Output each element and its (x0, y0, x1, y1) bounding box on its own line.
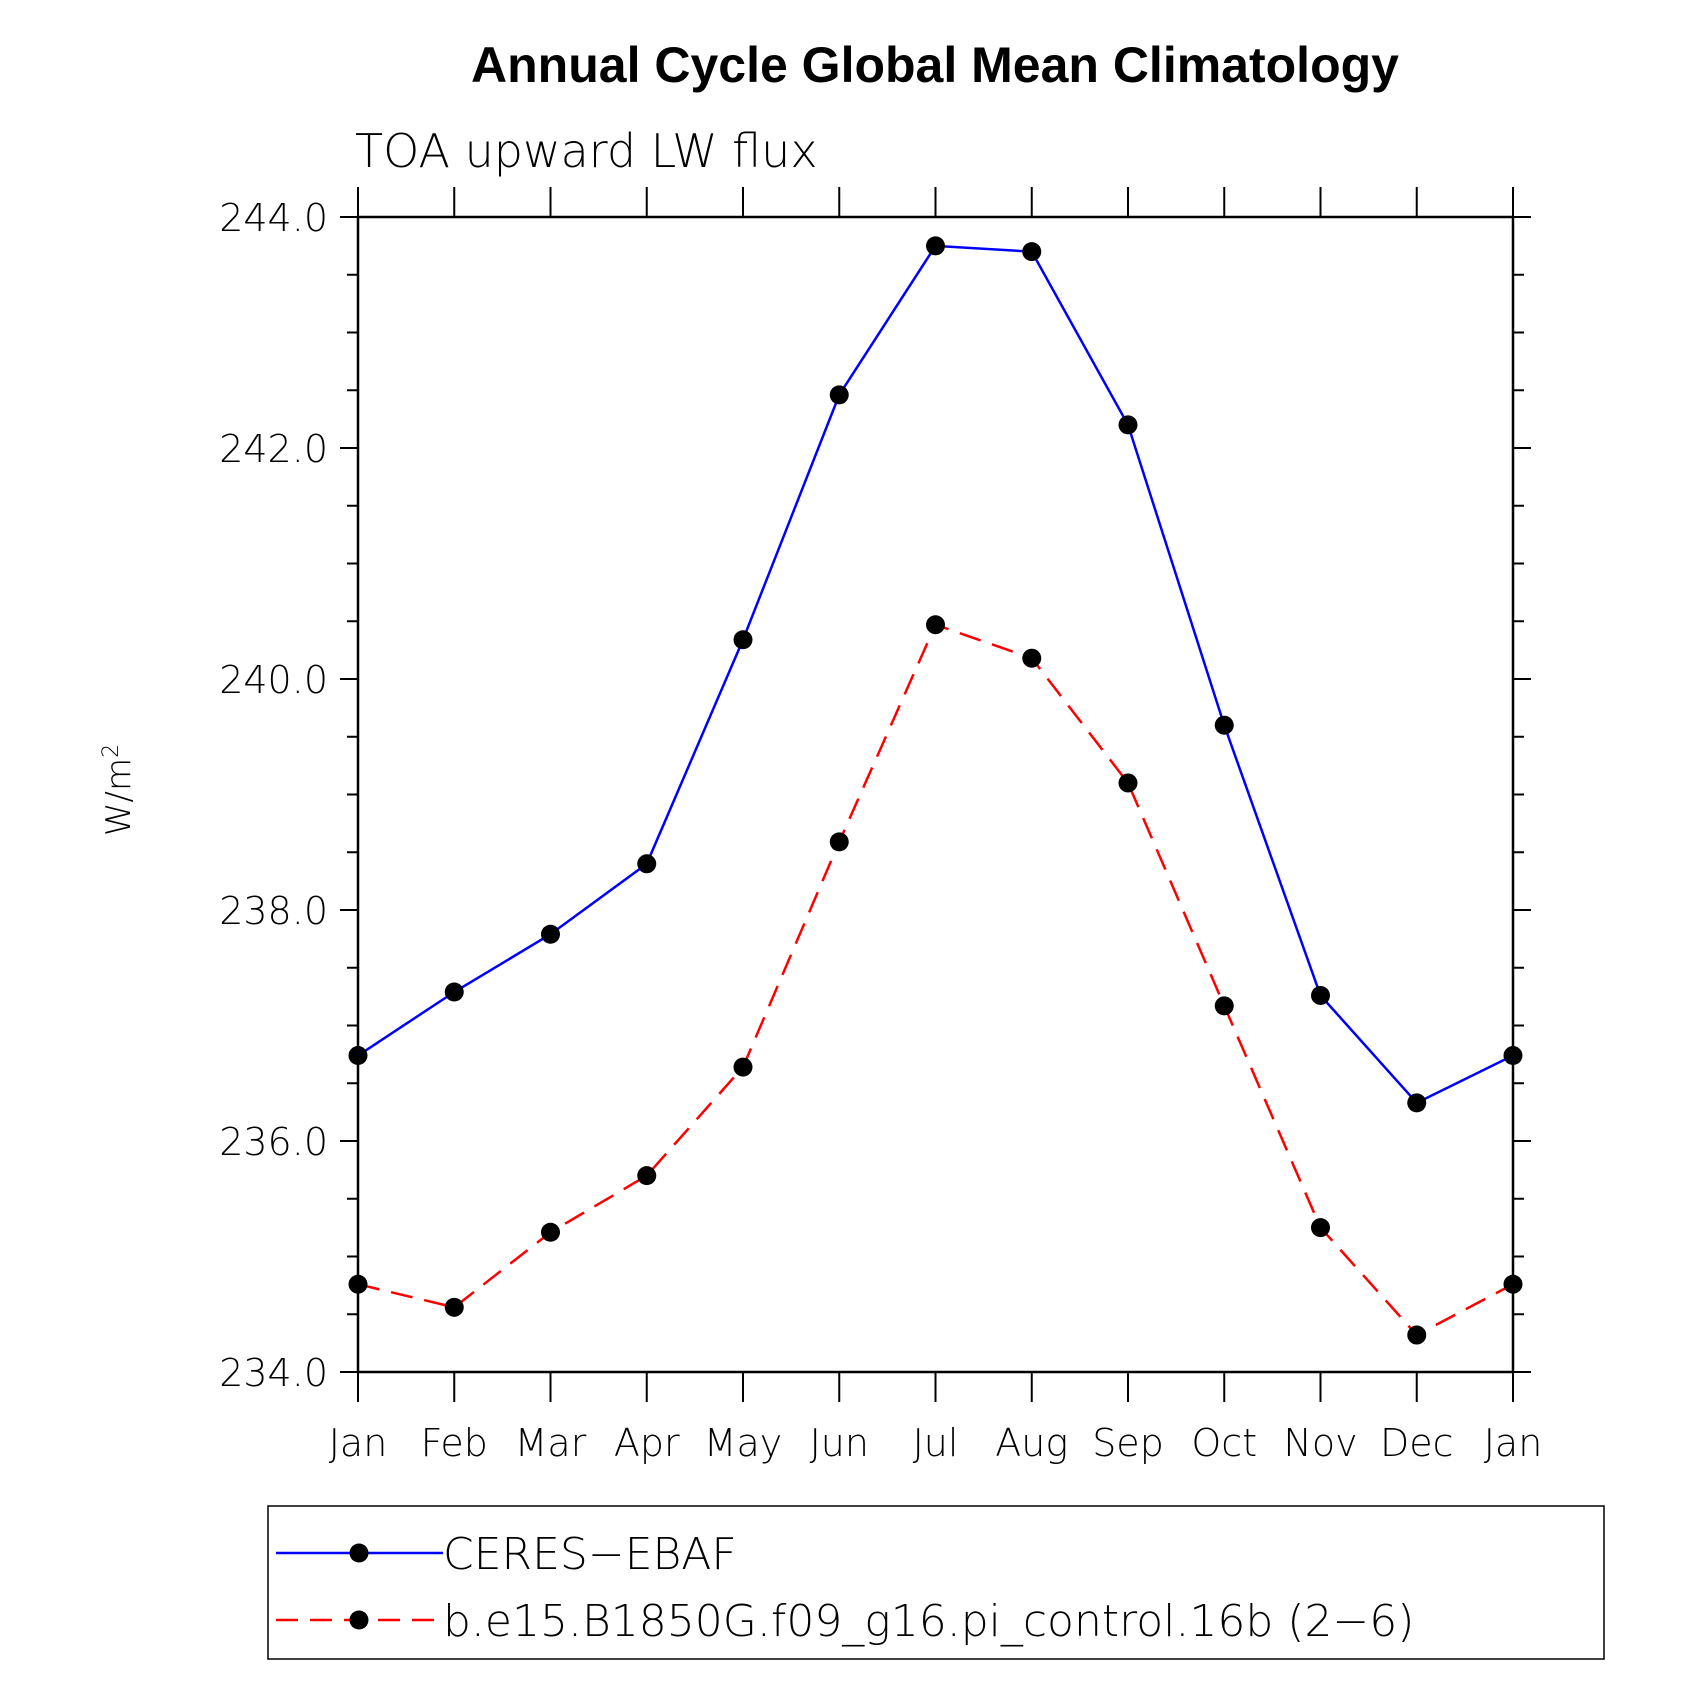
data-point (637, 1166, 657, 1186)
y-tick-label: 236.0 (219, 1120, 328, 1164)
x-tick-labels: Jan Feb Mar Apr May Jun Jul Aug Sep Oct Nov Dec Jan (329, 1421, 1543, 1465)
series-markers (348, 236, 1523, 1345)
legend-marker (349, 1610, 369, 1630)
legend: CERES−EBAF b.e15.B1850G.f09_g16.pi_contro… (276, 1529, 1414, 1647)
y-axis-label-unit: W/m (99, 758, 139, 836)
data-point (1022, 242, 1042, 262)
x-tick-label: Mar (515, 1421, 587, 1465)
data-point (829, 832, 849, 852)
x-tick-label: Apr (614, 1421, 680, 1465)
data-point (829, 385, 849, 405)
series-line-2 (357, 623, 1514, 1337)
series-lines (357, 244, 1514, 1337)
data-point (733, 630, 753, 650)
x-tick-label: Dec (1380, 1421, 1454, 1465)
data-point (637, 854, 657, 874)
data-point (1022, 648, 1042, 668)
data-point (1311, 985, 1330, 1005)
data-point (444, 1297, 464, 1317)
data-point (1214, 715, 1234, 735)
x-tick-label: Jul (913, 1421, 959, 1465)
data-point (1407, 1325, 1427, 1345)
data-point (926, 236, 945, 256)
axis-ticks (340, 187, 1531, 1402)
chart-title: Annual Cycle Global Mean Climatology (471, 37, 1399, 93)
x-tick-label: Jun (810, 1421, 869, 1465)
data-point (541, 1222, 560, 1242)
y-tick-label: 242.0 (219, 427, 328, 471)
data-point (444, 982, 464, 1002)
legend-label: CERES−EBAF (443, 1529, 737, 1580)
data-point (1311, 1218, 1330, 1238)
x-tick-label: Jan (329, 1421, 388, 1465)
data-point (1118, 773, 1138, 793)
data-point (1503, 1274, 1523, 1294)
y-tick-label: 240.0 (219, 658, 328, 702)
x-tick-label: Jan (1484, 1421, 1543, 1465)
y-axis-label-superscript: 2 (99, 744, 124, 758)
x-tick-label: Sep (1092, 1421, 1164, 1465)
x-tick-label: Aug (995, 1421, 1068, 1465)
y-tick-label: 244.0 (219, 196, 328, 240)
data-point (541, 924, 560, 944)
x-tick-label: Nov (1283, 1421, 1357, 1465)
data-point (1214, 996, 1234, 1016)
legend-label: b.e15.B1850G.f09_g16.pi_control.16b (2−6… (443, 1596, 1414, 1647)
x-tick-label: May (704, 1421, 783, 1465)
chart-subtitle: TOA upward LW flux (355, 124, 818, 178)
legend-box (267, 1505, 1605, 1660)
x-tick-label: Oct (1191, 1421, 1257, 1465)
data-point (926, 615, 945, 635)
plot-frame (356, 215, 1515, 1374)
y-tick-label: 238.0 (219, 889, 328, 933)
x-tick-label: Feb (421, 1421, 488, 1465)
y-tick-label: 234.0 (219, 1351, 328, 1395)
data-point (1407, 1093, 1427, 1113)
legend-marker (349, 1543, 369, 1563)
data-point (348, 1274, 368, 1294)
data-point (733, 1057, 753, 1077)
series-line-1 (357, 244, 1514, 1105)
y-tick-labels: 234.0 236.0 238.0 240.0 242.0 244.0 (219, 196, 328, 1395)
y-axis-label: W/m2 (99, 744, 139, 836)
data-point (1118, 415, 1138, 435)
data-point (348, 1046, 368, 1066)
data-point (1503, 1046, 1523, 1066)
